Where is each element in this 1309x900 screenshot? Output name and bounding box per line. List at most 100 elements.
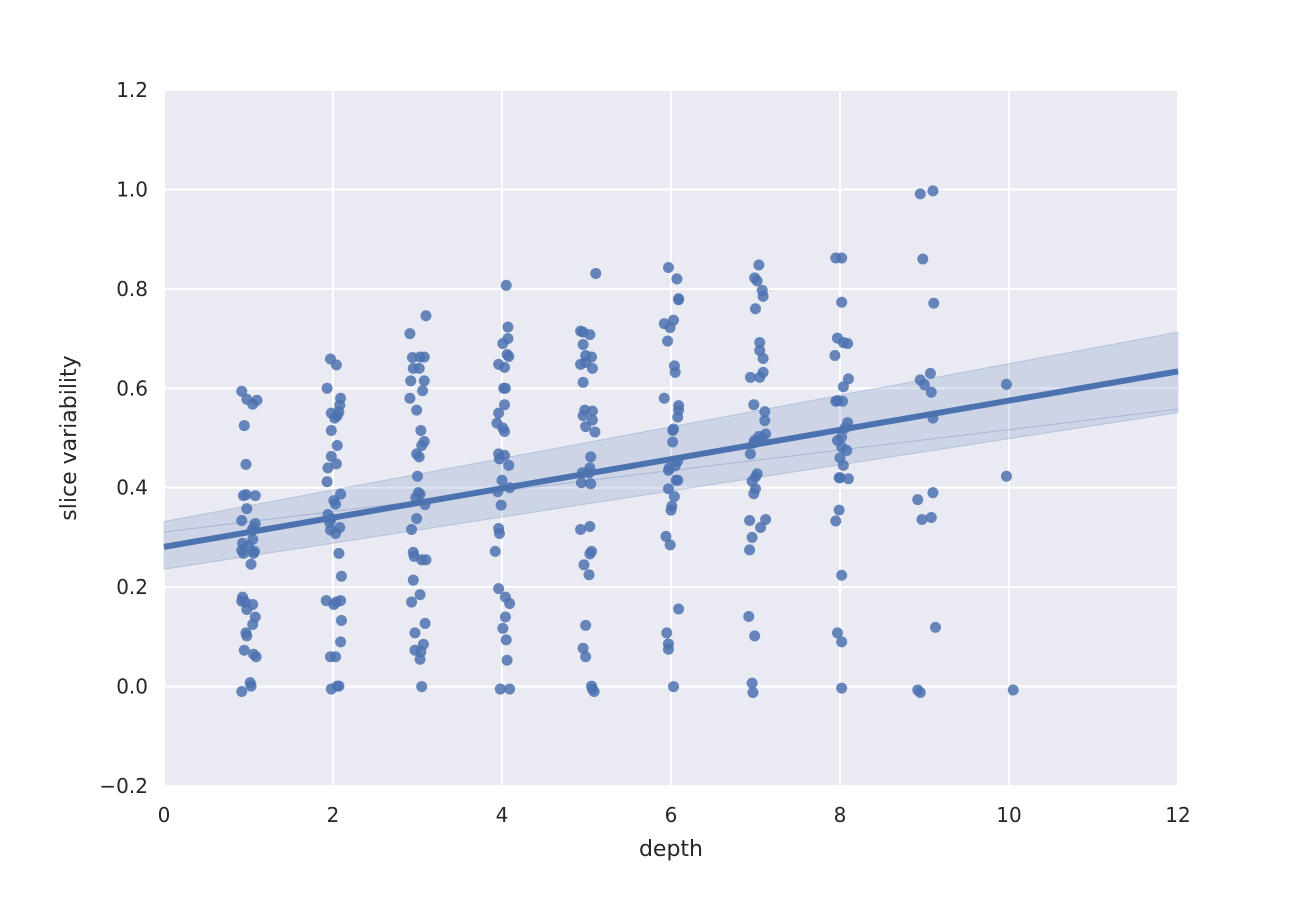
data-point [241, 604, 253, 616]
y-tick-label: 0.8 [116, 277, 148, 301]
data-point [749, 630, 761, 642]
data-point [673, 294, 685, 306]
data-point [660, 530, 672, 542]
data-point [329, 412, 341, 424]
data-point [664, 322, 676, 334]
data-point [747, 687, 759, 699]
data-point [493, 527, 505, 539]
data-point [414, 653, 426, 665]
data-point [584, 520, 596, 532]
data-point [247, 533, 259, 545]
data-point [919, 379, 930, 391]
regression-line [163, 368, 1179, 550]
data-point [928, 297, 940, 309]
data-point [754, 371, 766, 383]
data-point [493, 453, 505, 465]
data-point [837, 459, 849, 471]
data-point [917, 253, 929, 265]
data-point [497, 622, 509, 634]
data-point [841, 444, 853, 456]
data-point [248, 547, 260, 559]
data-point [667, 425, 679, 437]
data-point [916, 514, 928, 526]
data-point [759, 406, 771, 418]
data-point [500, 279, 512, 291]
data-point [417, 385, 429, 397]
data-point [495, 499, 507, 511]
data-point [669, 366, 681, 378]
data-point [668, 681, 680, 693]
data-point [837, 395, 849, 407]
data-point [419, 617, 431, 629]
data-point [1007, 684, 1019, 696]
data-point [830, 515, 842, 527]
x-tick-label: 2 [327, 803, 340, 827]
data-point [833, 472, 845, 484]
data-point [748, 488, 760, 500]
data-point [746, 677, 758, 689]
y-tick-label: 0.0 [116, 675, 148, 699]
data-point [914, 687, 926, 699]
data-point [416, 681, 428, 693]
data-point [504, 683, 516, 695]
data-point [829, 349, 841, 361]
data-point [757, 290, 769, 302]
data-point [499, 361, 511, 373]
data-point [420, 554, 432, 566]
x-tick-label: 0 [158, 803, 171, 827]
data-point [662, 464, 674, 476]
data-point [330, 359, 342, 371]
data-point [746, 531, 758, 543]
data-point [577, 339, 589, 351]
data-point [662, 643, 674, 655]
data-point [238, 644, 250, 656]
data-point [743, 610, 755, 622]
data-point [251, 394, 263, 406]
data-point [493, 583, 505, 595]
data-point [912, 494, 924, 506]
data-point [404, 328, 416, 340]
data-point [577, 376, 589, 388]
data-point [662, 335, 674, 347]
data-point [925, 512, 937, 524]
confidence-band-area [163, 331, 1179, 570]
data-point [668, 491, 680, 503]
data-point [411, 404, 423, 416]
y-tick-label: 1.2 [116, 78, 148, 102]
data-point [330, 458, 342, 470]
data-point [757, 352, 769, 364]
data-point [658, 392, 670, 404]
data-point [237, 547, 249, 559]
y-tick-label: 1.0 [116, 177, 148, 201]
y-tick-label: 0.4 [116, 476, 148, 500]
data-point [583, 569, 595, 581]
data-point [420, 310, 432, 322]
data-point [744, 448, 756, 460]
data-point [831, 627, 843, 639]
data-point [664, 539, 676, 551]
data-point [842, 373, 854, 385]
data-point [247, 618, 259, 630]
y-tick-label: 0.2 [116, 575, 148, 599]
data-point [662, 261, 674, 273]
data-point [497, 338, 509, 350]
data-point [412, 470, 423, 482]
data-point [241, 503, 253, 515]
data-point [409, 627, 421, 639]
data-point [415, 425, 427, 437]
data-point [836, 569, 848, 581]
data-point [665, 504, 677, 516]
data-point [321, 382, 333, 394]
data-point [413, 362, 425, 374]
data-point [836, 636, 848, 648]
data-point [414, 589, 426, 601]
x-tick-label: 12 [1165, 803, 1190, 827]
x-tick-label: 10 [996, 803, 1021, 827]
data-point [575, 523, 587, 535]
data-point [836, 252, 848, 264]
data-point [335, 570, 347, 582]
data-point [418, 351, 430, 363]
regression-line-path [163, 368, 1179, 550]
data-point [236, 515, 248, 527]
